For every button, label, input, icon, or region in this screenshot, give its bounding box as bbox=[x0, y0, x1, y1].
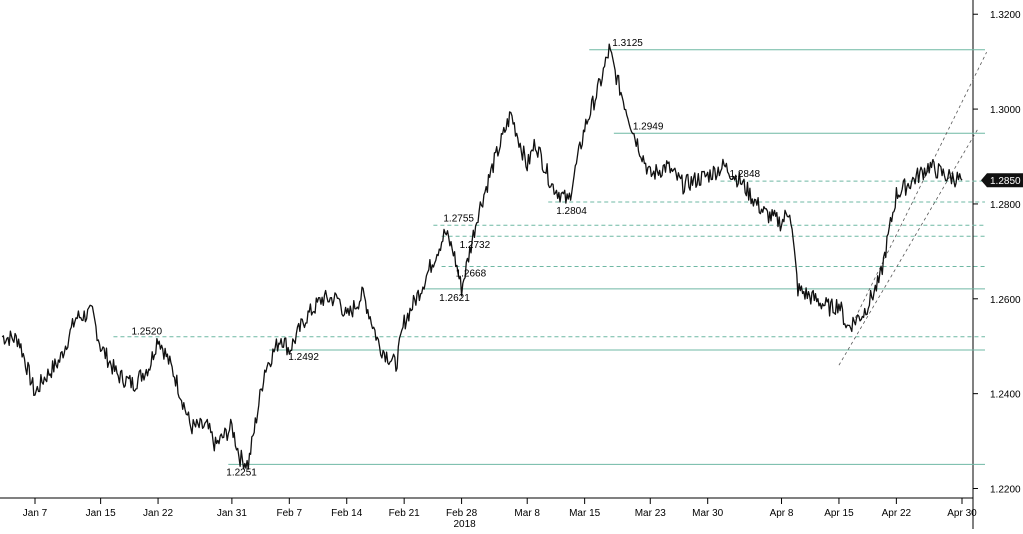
last-price-label: 1.2850 bbox=[990, 176, 1021, 187]
x-year-label: 2018 bbox=[453, 519, 476, 529]
y-tick-label: 1.3200 bbox=[990, 10, 1021, 21]
y-tick-label: 1.3000 bbox=[990, 105, 1021, 116]
level-label: 1.2755 bbox=[443, 213, 474, 224]
price-line bbox=[1, 43, 963, 470]
level-label: 1.3125 bbox=[612, 38, 643, 49]
level-label: 1.2492 bbox=[288, 352, 319, 363]
x-tick-label: Mar 23 bbox=[635, 508, 667, 519]
channel-line bbox=[854, 51, 987, 318]
x-tick-label: Apr 30 bbox=[947, 508, 977, 519]
level-label: 1.2732 bbox=[460, 240, 491, 251]
level-label: 1.2251 bbox=[226, 467, 257, 478]
x-tick-label: Jan 7 bbox=[23, 508, 48, 519]
x-tick-label: Feb 14 bbox=[331, 508, 363, 519]
x-tick-label: Feb 28 bbox=[446, 508, 478, 519]
level-label: 1.2621 bbox=[439, 293, 470, 304]
level-label: 1.2668 bbox=[456, 269, 487, 280]
x-tick-label: Apr 15 bbox=[824, 508, 854, 519]
x-tick-label: Feb 7 bbox=[277, 508, 303, 519]
x-tick-label: Jan 22 bbox=[143, 508, 173, 519]
level-label: 1.2520 bbox=[131, 327, 162, 338]
x-tick-label: Jan 31 bbox=[217, 508, 247, 519]
x-tick-label: Apr 22 bbox=[882, 508, 912, 519]
level-label: 1.2804 bbox=[556, 206, 587, 217]
x-tick-label: Mar 15 bbox=[569, 508, 601, 519]
x-tick-label: Apr 8 bbox=[770, 508, 794, 519]
x-tick-label: Mar 30 bbox=[692, 508, 724, 519]
x-tick-label: Mar 8 bbox=[514, 508, 540, 519]
y-tick-label: 1.2400 bbox=[990, 390, 1021, 401]
level-label: 1.2848 bbox=[730, 169, 761, 180]
level-label: 1.2949 bbox=[633, 121, 664, 132]
x-tick-label: Feb 21 bbox=[389, 508, 421, 519]
y-tick-label: 1.2600 bbox=[990, 295, 1021, 306]
channel-line bbox=[838, 127, 979, 366]
y-tick-label: 1.2800 bbox=[990, 200, 1021, 211]
y-tick-label: 1.2200 bbox=[990, 485, 1021, 496]
last-price-tag bbox=[981, 173, 1023, 188]
x-tick-label: Jan 15 bbox=[86, 508, 116, 519]
